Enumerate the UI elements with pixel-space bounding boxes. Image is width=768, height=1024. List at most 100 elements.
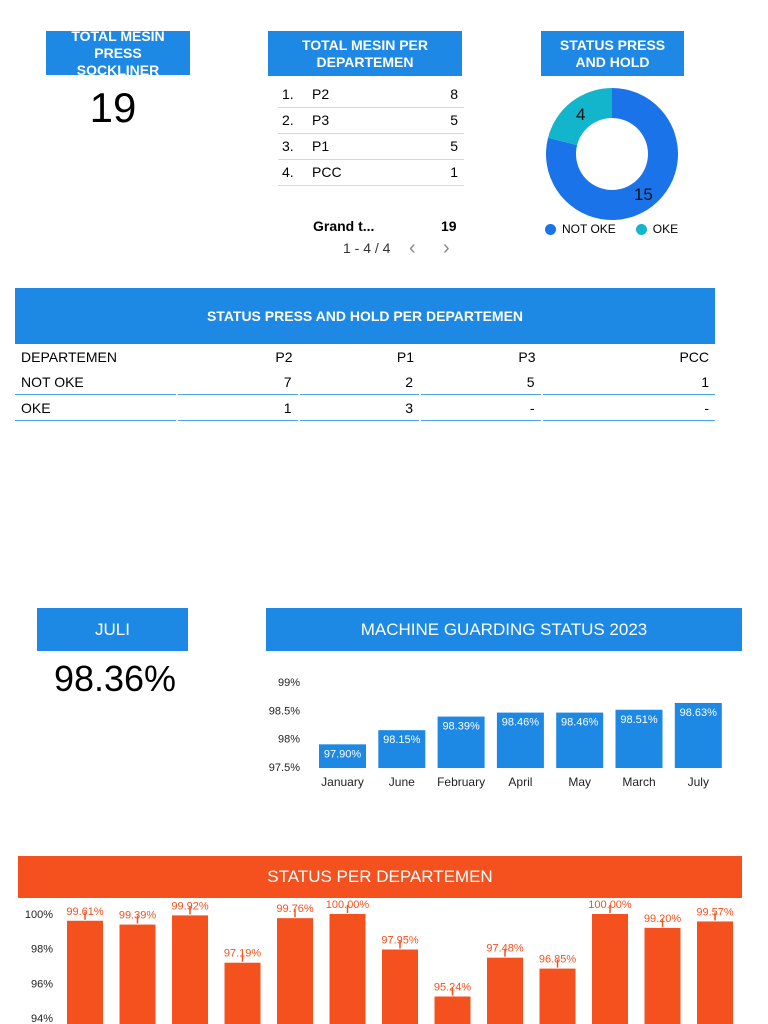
total-mesin-value: 19 [89, 84, 137, 131]
bar[interactable] [378, 730, 426, 768]
donut-title: STATUS PRESS AND HOLD [541, 31, 684, 76]
row-number: 4. [282, 164, 294, 180]
bar[interactable] [437, 716, 485, 768]
chevron-left-icon[interactable]: ‹ [409, 237, 416, 259]
column-header[interactable]: P3 [518, 348, 536, 365]
donut-slice-label: 4 [576, 105, 585, 124]
row-name: P1 [312, 138, 330, 154]
data-label: 100.00% [588, 900, 632, 911]
x-tick-label: May [568, 775, 591, 789]
legend-dot-icon [635, 223, 647, 235]
row-value: 5 [450, 138, 458, 154]
table-cell: OKE [15, 394, 178, 421]
bar[interactable] [592, 914, 628, 1024]
row-value: 8 [450, 86, 458, 102]
donut-chart: 15 4 [546, 88, 678, 221]
bar[interactable] [697, 921, 733, 1024]
legend-label: OKE [652, 222, 679, 236]
bar[interactable] [487, 957, 523, 1024]
x-tick-label: January [321, 775, 364, 789]
table-cell: - [419, 394, 542, 421]
table-cell: 7 [176, 369, 299, 395]
ph-table-title: STATUS PRESS AND HOLD PER DEPARTEMEN [15, 288, 715, 344]
y-tick-label: 100% [25, 909, 53, 921]
table-row: NOT OKE 7 2 5 1 [15, 369, 715, 395]
bar[interactable] [382, 949, 418, 1024]
y-tick-label: 98% [278, 734, 300, 746]
table-row[interactable]: 3. P1 5 [278, 133, 464, 160]
column-header[interactable]: P1 [396, 348, 415, 365]
legend-item-not-oke[interactable]: NOT OKE [545, 222, 616, 236]
donut-legend: NOT OKE OKE [545, 222, 678, 236]
table-header-row: DEPARTEMEN P2 P1 P3 PCC [15, 344, 715, 369]
bar[interactable] [172, 915, 208, 1024]
bar[interactable] [224, 962, 261, 1024]
table-cell: 2 [297, 369, 421, 395]
table-row[interactable]: 1. P2 8 [278, 81, 464, 108]
donut-slice-oke[interactable] [548, 88, 612, 146]
data-label: 100.00% [326, 900, 370, 911]
row-value: 5 [450, 112, 458, 128]
legend-label: NOT OKE [562, 222, 616, 236]
row-number: 1. [282, 86, 294, 102]
legend-item-oke[interactable]: OKE [635, 222, 679, 236]
bar[interactable] [674, 702, 722, 768]
data-label: 96.85% [539, 954, 577, 966]
y-tick-label: 99% [278, 677, 300, 689]
bar[interactable] [556, 712, 604, 768]
table-row: OKE 1 3 - - [15, 394, 715, 421]
data-label: 98.15% [383, 734, 421, 746]
legend-dot-icon [545, 223, 556, 235]
bar[interactable] [539, 968, 576, 1024]
bar[interactable] [496, 712, 544, 768]
x-tick-label: July [688, 775, 709, 789]
bar[interactable] [644, 927, 681, 1024]
table-cell: 1 [176, 394, 299, 421]
x-tick-label: February [437, 775, 485, 789]
data-label: 98.63% [680, 707, 718, 719]
dept-status-bar-chart: 100% 98% 96% 94% 99.61% 99.39% 99.92% 97.19% 99.… [25, 900, 734, 1024]
column-header[interactable]: P2 [275, 348, 293, 365]
column-header[interactable]: DEPARTEMEN [21, 348, 117, 365]
data-label: 97.90% [324, 748, 362, 760]
bar[interactable] [67, 920, 103, 1024]
chevron-right-icon[interactable]: › [443, 237, 450, 259]
row-name: PCC [312, 164, 342, 180]
data-label: 98.51% [620, 714, 658, 726]
x-tick-label: June [389, 775, 415, 789]
dept-table-title: TOTAL MESIN PER DEPARTEMEN [268, 31, 462, 76]
bar[interactable] [615, 709, 663, 768]
juli-title: JULI [37, 608, 188, 651]
row-name: P3 [312, 112, 330, 128]
data-label: 99.57% [696, 906, 734, 918]
bar[interactable] [434, 996, 471, 1024]
grand-total-label: Grand t... [313, 218, 375, 234]
table-cell: NOT OKE [15, 369, 178, 395]
y-tick-label: 96% [31, 978, 53, 990]
data-label: 98.39% [442, 721, 480, 733]
bar[interactable] [277, 918, 313, 1024]
pagination-label: 1 - 4 / 4 [343, 240, 391, 256]
column-header[interactable]: PCC [679, 348, 709, 365]
total-mesin-title: TOTAL MESIN PRESS SOCKLINER [46, 28, 190, 78]
table-row[interactable]: 4. PCC 1 [278, 159, 464, 186]
bar[interactable] [119, 924, 156, 1024]
row-number: 2. [282, 112, 294, 128]
data-label: 98.46% [561, 717, 599, 729]
data-label: 99.61% [66, 906, 104, 918]
table-row[interactable]: 2. P3 5 [278, 107, 464, 134]
grand-total-value: 19 [441, 218, 457, 234]
data-label: 95.24% [434, 982, 472, 994]
table-cell: 3 [297, 394, 421, 421]
data-label: 99.39% [119, 910, 157, 922]
y-tick-label: 98.5% [269, 705, 300, 717]
data-label: 99.76% [276, 903, 314, 915]
guard-chart-title: MACHINE GUARDING STATUS 2023 [266, 608, 742, 651]
bar[interactable] [319, 744, 366, 768]
data-label: 97.48% [486, 943, 524, 955]
data-label: 98.46% [502, 717, 540, 729]
row-number: 3. [282, 138, 294, 154]
y-tick-label: 94% [31, 1013, 53, 1024]
donut-slice-not-oke[interactable] [546, 88, 678, 221]
bar[interactable] [329, 914, 366, 1024]
